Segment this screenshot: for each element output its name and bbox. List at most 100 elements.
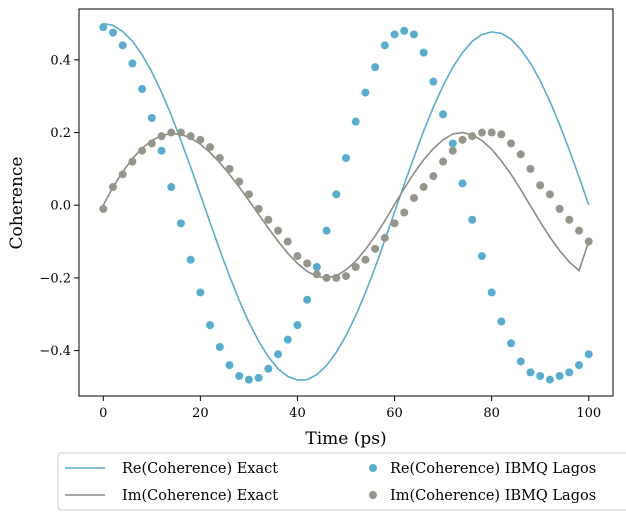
- data-point-im-ibmq: [380, 233, 389, 242]
- x-tick-label: 20: [192, 406, 209, 421]
- data-point-re-ibmq: [487, 288, 496, 297]
- data-point-re-ibmq: [235, 372, 244, 381]
- data-point-re-ibmq: [351, 117, 360, 126]
- data-point-im-ibmq: [584, 237, 593, 246]
- data-point-re-ibmq: [526, 368, 535, 377]
- plot-area: [99, 22, 593, 384]
- data-point-im-ibmq: [439, 157, 448, 166]
- data-point-re-ibmq: [254, 373, 263, 382]
- data-point-re-ibmq: [138, 84, 147, 93]
- data-point-im-ibmq: [138, 146, 147, 155]
- legend-label-im-ibmq: Im(Coherence) IBMQ Lagos: [390, 488, 596, 504]
- data-point-re-ibmq: [264, 364, 273, 373]
- y-tick-label: −0.4: [39, 344, 71, 359]
- y-tick-label: −0.2: [39, 271, 71, 286]
- data-point-im-ibmq: [312, 270, 321, 279]
- data-point-im-ibmq: [575, 226, 584, 235]
- data-point-re-ibmq: [215, 342, 224, 351]
- data-point-im-ibmq: [254, 204, 263, 213]
- data-point-im-ibmq: [118, 170, 127, 179]
- x-axis: 0 20 40 60 80 100: [99, 396, 601, 421]
- data-point-re-ibmq: [477, 252, 486, 261]
- data-point-re-ibmq: [293, 321, 302, 330]
- data-point-re-ibmq: [118, 41, 127, 50]
- y-tick-label: 0.4: [50, 53, 71, 68]
- data-point-re-ibmq: [545, 375, 554, 384]
- data-point-re-ibmq: [419, 48, 428, 57]
- series-line-im-exact: [102, 131, 590, 279]
- y-axis: −0.4 −0.2 0.0 0.2 0.4: [39, 53, 79, 359]
- data-point-im-ibmq: [128, 157, 137, 166]
- data-point-re-ibmq: [225, 361, 234, 370]
- legend-label-re-ibmq: Re(Coherence) IBMQ Lagos: [390, 461, 596, 477]
- data-point-re-ibmq: [322, 226, 331, 235]
- legend-marker-re: [369, 464, 377, 472]
- data-point-re-ibmq: [536, 372, 545, 381]
- data-point-im-ibmq: [565, 215, 574, 224]
- data-point-im-ibmq: [167, 128, 176, 137]
- data-point-re-ibmq: [361, 88, 370, 97]
- data-point-re-ibmq: [429, 77, 438, 86]
- data-point-im-ibmq: [419, 183, 428, 192]
- x-tick-label: 0: [99, 406, 107, 421]
- data-point-re-ibmq: [206, 321, 215, 330]
- data-point-im-ibmq: [400, 208, 409, 217]
- data-point-im-ibmq: [293, 252, 302, 261]
- data-point-im-ibmq: [157, 132, 166, 141]
- data-point-im-ibmq: [303, 259, 312, 268]
- data-point-re-ibmq: [157, 146, 166, 155]
- data-point-re-ibmq: [575, 361, 584, 370]
- axes-frame: [78, 8, 614, 397]
- data-point-im-ibmq: [507, 139, 516, 148]
- data-point-re-ibmq: [176, 219, 185, 228]
- data-point-re-ibmq: [186, 255, 195, 264]
- data-point-im-ibmq: [468, 132, 477, 141]
- y-tick-label: 0.0: [50, 199, 71, 214]
- data-point-im-ibmq: [244, 190, 253, 199]
- data-point-re-ibmq: [244, 375, 253, 384]
- y-axis-label: Coherence: [7, 157, 27, 250]
- data-point-im-ibmq: [206, 143, 215, 152]
- x-tick-label: 100: [576, 406, 601, 421]
- data-point-re-ibmq: [390, 30, 399, 39]
- data-point-re-ibmq: [584, 350, 593, 359]
- data-point-re-ibmq: [108, 28, 117, 37]
- data-point-re-ibmq: [128, 59, 137, 68]
- data-point-im-ibmq: [99, 204, 108, 213]
- data-point-re-ibmq: [274, 350, 283, 359]
- data-point-im-ibmq: [235, 177, 244, 186]
- data-point-re-ibmq: [468, 215, 477, 224]
- data-point-im-ibmq: [516, 150, 525, 159]
- legend-label-re-exact: Re(Coherence) Exact: [122, 461, 278, 477]
- data-point-re-ibmq: [516, 357, 525, 366]
- data-point-im-ibmq: [545, 190, 554, 199]
- data-point-re-ibmq: [458, 179, 467, 188]
- data-point-im-ibmq: [215, 153, 224, 162]
- data-point-re-ibmq: [332, 190, 341, 199]
- data-point-im-ibmq: [264, 215, 273, 224]
- data-point-im-ibmq: [458, 135, 467, 144]
- data-point-re-ibmq: [565, 368, 574, 377]
- x-tick-label: 40: [289, 406, 306, 421]
- data-point-re-ibmq: [409, 30, 418, 39]
- data-point-re-ibmq: [507, 339, 516, 348]
- data-point-im-ibmq: [448, 146, 457, 155]
- data-point-re-ibmq: [303, 295, 312, 304]
- data-point-re-ibmq: [167, 183, 176, 192]
- data-point-re-ibmq: [312, 263, 321, 271]
- data-point-im-ibmq: [487, 128, 496, 137]
- legend-label-im-exact: Im(Coherence) Exact: [122, 488, 278, 504]
- data-point-im-ibmq: [429, 172, 438, 181]
- data-point-im-ibmq: [283, 237, 292, 246]
- data-point-im-ibmq: [361, 255, 370, 264]
- data-point-im-ibmq: [555, 204, 564, 213]
- data-point-im-ibmq: [351, 263, 360, 271]
- data-point-im-ibmq: [371, 244, 380, 253]
- legend-box: [57, 452, 626, 511]
- data-point-im-ibmq: [390, 219, 399, 228]
- data-point-re-ibmq: [147, 114, 156, 123]
- data-point-im-ibmq: [176, 128, 185, 137]
- data-point-im-ibmq: [342, 272, 350, 281]
